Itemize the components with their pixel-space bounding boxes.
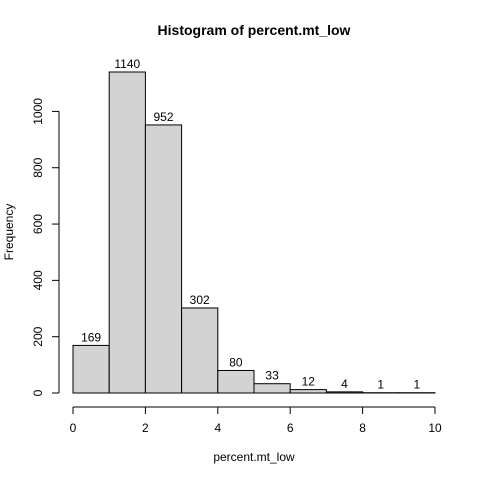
bar-count-label: 302 [190,293,210,307]
histogram-bar [217,369,255,394]
bars-group [72,71,436,394]
bar-count-label: 1140 [114,57,140,71]
histogram-bar [108,71,146,394]
bar-count-label: 952 [153,110,173,124]
histogram-bar [181,307,219,394]
bar-labels-group: 169 1140 952 302 80 33 12 4 1 1 [81,57,420,392]
x-tick-label: 0 [70,421,77,435]
bar-count-label: 33 [265,369,279,383]
x-tick-label: 4 [214,421,221,435]
histogram-bar [289,389,327,394]
x-tick-label: 2 [142,421,149,435]
bar-count-label: 4 [341,377,348,391]
histogram-bar [72,344,110,394]
x-tick-label: 8 [359,421,366,435]
x-axis-label: percent.mt_low [213,450,295,464]
y-axis: 0 200 400 600 800 1000 [31,98,60,396]
bar-count-label: 12 [302,375,316,389]
bar-count-label: 80 [229,355,243,369]
x-tick-label: 10 [428,421,442,435]
x-axis: 0 2 4 6 8 10 [70,406,442,435]
y-tick-label: 200 [31,326,45,346]
x-tick-label: 6 [287,421,294,435]
y-tick-label: 400 [31,270,45,290]
y-tick-label: 0 [31,389,45,396]
histogram-bar [253,383,291,394]
histogram-bar [144,124,183,394]
histogram-bar [325,391,364,394]
y-tick-label: 1000 [31,98,45,125]
bar-count-label: 1 [414,378,421,392]
bar-count-label: 169 [81,330,101,344]
y-tick-label: 800 [31,157,45,177]
bar-count-label: 1 [377,378,384,392]
chart-title: Histogram of percent.mt_low [158,22,351,38]
y-tick-label: 600 [31,214,45,234]
y-axis-label: Frequency [2,204,16,261]
